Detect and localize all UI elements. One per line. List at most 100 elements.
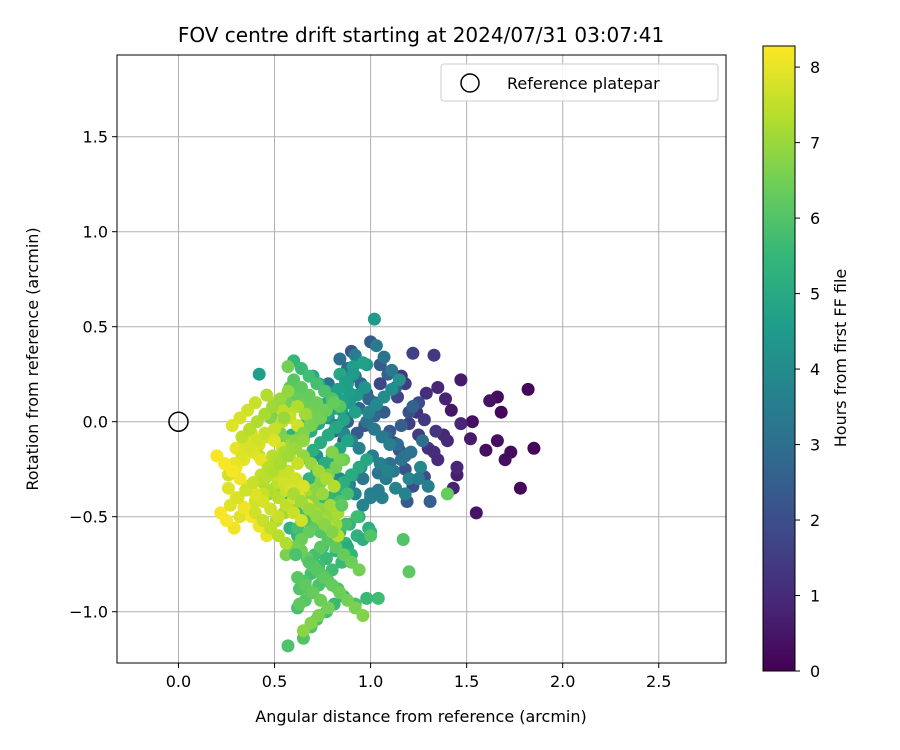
data-point — [356, 498, 370, 512]
data-point — [392, 373, 406, 387]
data-point — [483, 394, 497, 408]
data-point — [279, 548, 293, 562]
data-point — [369, 339, 383, 353]
colorbar-gradient — [762, 45, 796, 672]
data-point — [394, 453, 408, 467]
data-point — [335, 498, 349, 512]
data-point — [421, 479, 435, 493]
y-tick-label: 0.5 — [83, 318, 108, 337]
data-point — [402, 472, 416, 486]
data-point — [333, 352, 347, 366]
data-point — [419, 386, 433, 400]
data-point — [316, 487, 330, 501]
x-tick-label: 2.5 — [646, 672, 671, 691]
plot-frame — [116, 54, 727, 664]
data-point — [427, 348, 441, 362]
colorbar-tick-label: 8 — [810, 58, 820, 77]
data-point — [298, 407, 312, 421]
data-point — [402, 565, 416, 579]
data-point — [440, 434, 454, 448]
data-point — [360, 591, 374, 605]
data-point — [490, 434, 504, 448]
data-point — [469, 506, 483, 520]
colorbar-tick-label: 1 — [810, 587, 820, 606]
x-axis-ticks: 0.0 0.5 1.0 1.5 2.0 2.5 — [166, 663, 671, 691]
data-point — [444, 403, 458, 417]
data-point — [279, 536, 293, 550]
y-tick-label: 0.0 — [83, 413, 108, 432]
data-point — [464, 432, 477, 446]
data-point — [412, 472, 426, 486]
data-point — [214, 506, 228, 520]
data-point — [389, 481, 403, 495]
data-point — [373, 377, 387, 391]
colorbar-tick-label: 0 — [810, 662, 820, 681]
data-point — [396, 533, 410, 546]
data-point — [367, 312, 381, 326]
data-point — [371, 591, 385, 605]
colorbar-label: Hours from first FF file — [831, 269, 850, 448]
data-point — [277, 411, 291, 425]
data-point — [404, 445, 418, 459]
plot-background — [117, 55, 726, 663]
data-point — [281, 384, 295, 398]
data-point — [289, 548, 303, 562]
data-point — [296, 479, 310, 493]
reference-platepar-point — [168, 411, 189, 432]
data-point — [431, 381, 445, 394]
y-axis-label: Rotation from reference (arcmin) — [23, 227, 42, 490]
data-point — [417, 413, 431, 427]
colorbar-tick-label: 3 — [810, 436, 820, 455]
data-point — [352, 563, 366, 577]
y-axis-ticks: −1.0 −0.5 0.0 0.5 1.0 1.5 — [69, 128, 117, 622]
colorbar-tick-label: 7 — [810, 134, 820, 153]
data-point — [364, 529, 378, 543]
data-point — [350, 510, 364, 524]
data-point — [296, 434, 310, 448]
colorbar-ticks: 0 1 2 3 4 5 6 7 8 — [795, 58, 820, 681]
data-point — [348, 405, 362, 419]
data-point — [281, 639, 295, 653]
data-point — [291, 457, 305, 470]
data-point — [383, 438, 397, 451]
data-point — [281, 360, 295, 374]
data-point — [521, 382, 535, 396]
legend-marker — [460, 73, 480, 93]
data-point — [385, 363, 399, 377]
data-point — [321, 601, 335, 615]
x-tick-label: 2.0 — [550, 672, 575, 691]
data-point — [296, 624, 310, 638]
data-point — [237, 500, 251, 514]
data-point — [210, 449, 224, 463]
data-point — [356, 356, 370, 370]
data-point — [504, 445, 518, 459]
colorbar-tick-label: 6 — [810, 209, 820, 228]
data-point — [339, 517, 353, 531]
data-point — [325, 445, 339, 459]
data-point — [293, 597, 306, 611]
legend-entry-reference: Reference platepar — [507, 74, 660, 93]
data-point — [465, 415, 479, 429]
data-point — [356, 609, 370, 622]
x-tick-label: 1.5 — [454, 672, 479, 691]
colorbar-tick-label: 5 — [810, 285, 820, 304]
data-point — [479, 443, 493, 457]
data-point — [527, 441, 541, 455]
data-point — [494, 405, 508, 419]
data-point — [381, 464, 395, 478]
data-point — [406, 400, 420, 413]
data-point — [398, 487, 412, 501]
y-tick-label: 1.5 — [83, 128, 108, 147]
x-tick-label: 0.0 — [166, 672, 191, 691]
data-point — [406, 346, 420, 360]
data-point — [327, 396, 341, 410]
data-point — [252, 367, 266, 381]
data-point — [439, 392, 452, 406]
data-point — [450, 460, 464, 474]
legend: Reference platepar — [440, 63, 719, 102]
y-tick-label: 1.0 — [83, 223, 108, 242]
data-point — [454, 417, 468, 431]
data-point — [454, 373, 468, 387]
data-point — [325, 525, 339, 539]
